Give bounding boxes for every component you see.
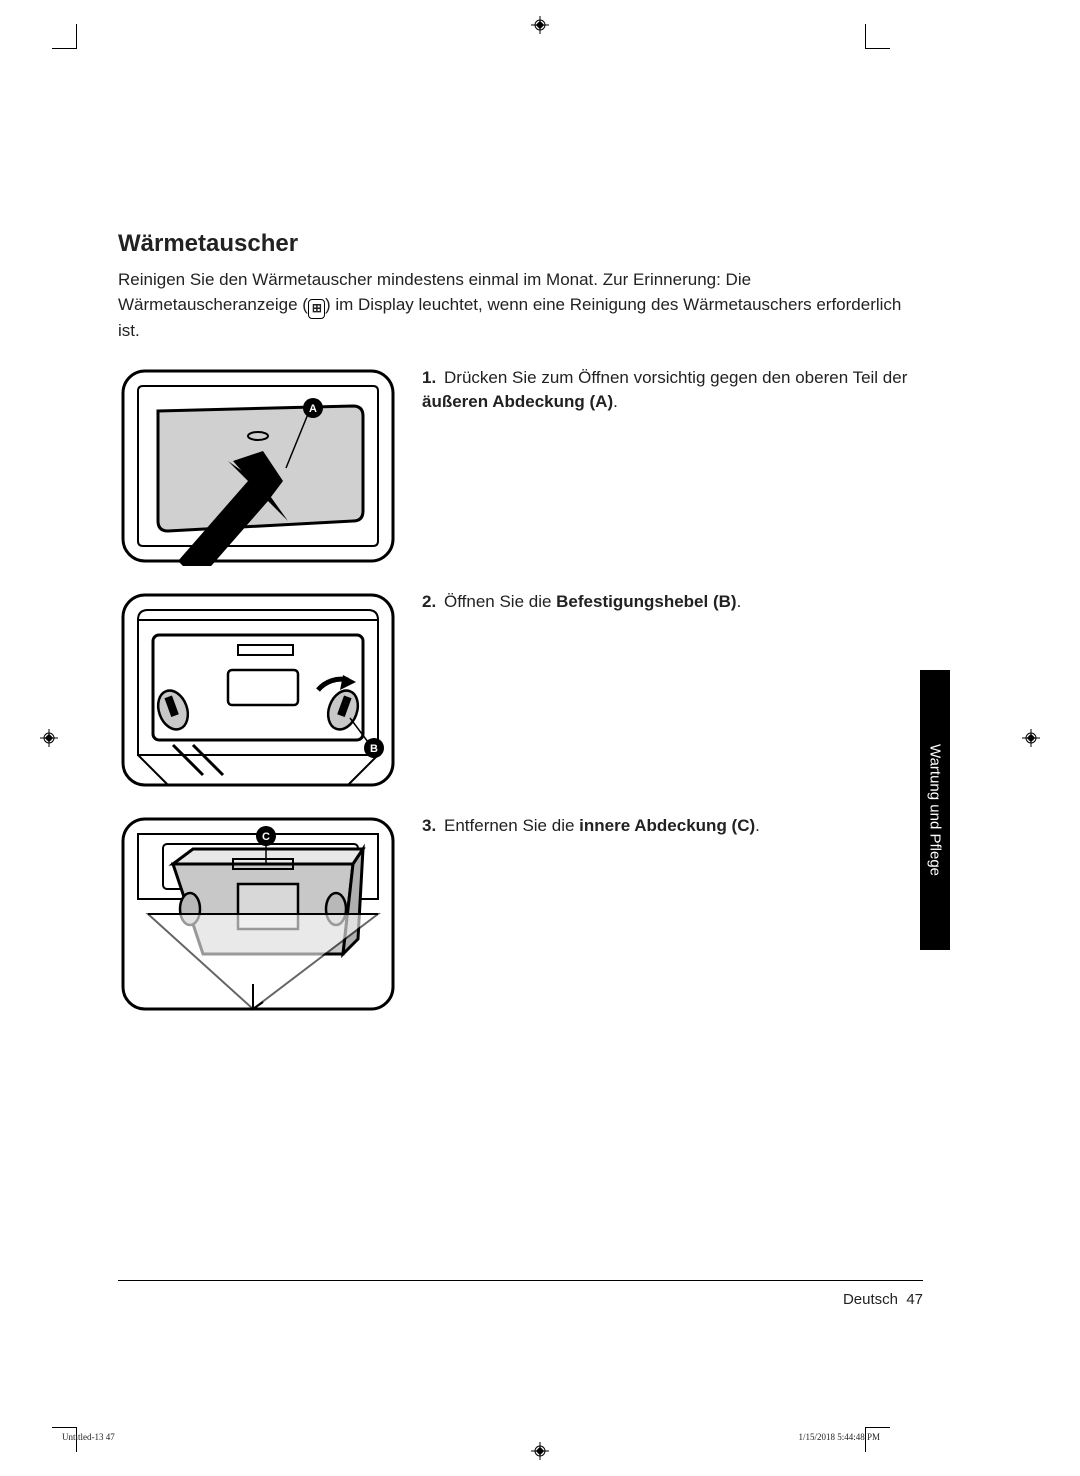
step-text: Entfernen Sie die — [444, 816, 579, 835]
footer-page-number: 47 — [906, 1291, 923, 1308]
svg-text:B: B — [370, 743, 378, 755]
section-heading: Wärmetauscher — [118, 230, 923, 258]
section-tab: Wartung und Pflege — [920, 670, 950, 950]
page-footer: Deutsch 47 — [118, 1280, 923, 1308]
figure-b: B — [118, 590, 398, 790]
svg-text:C: C — [262, 831, 270, 843]
step-bold: Befestigungshebel (B) — [556, 592, 736, 611]
crop-mark — [52, 24, 77, 49]
step-3: C 3.Entfernen Sie die innere Abdeckung (… — [118, 814, 923, 1014]
step-2: B 2.Öffnen Sie die Befestigungshebel (B)… — [118, 590, 923, 790]
registration-mark-icon — [40, 729, 58, 747]
step-text: Drücken Sie zum Öffnen vorsichtig gegen … — [444, 368, 907, 387]
registration-mark-icon — [1022, 729, 1040, 747]
step-number: 2. — [422, 590, 444, 615]
crop-mark — [865, 24, 890, 49]
figure-c: C — [118, 814, 398, 1014]
registration-mark-icon — [531, 16, 549, 34]
section-tab-label: Wartung und Pflege — [927, 744, 944, 876]
step-bold: äußeren Abdeckung (A) — [422, 392, 613, 411]
registration-mark-icon — [531, 1442, 549, 1460]
svg-text:A: A — [309, 403, 317, 415]
step-text-b: . — [613, 392, 618, 411]
indicator-icon: ⊞ — [308, 299, 325, 319]
print-job-id: Untitled-13 47 — [62, 1432, 115, 1442]
step-bold: innere Abdeckung (C) — [579, 816, 755, 835]
step-text-b: . — [755, 816, 760, 835]
footer-language: Deutsch — [843, 1291, 898, 1308]
step-1: A 1.Drücken Sie zum Öffnen vorsichtig ge… — [118, 366, 923, 566]
print-timestamp: 1/15/2018 5:44:48 PM — [798, 1432, 880, 1442]
figure-a: A — [118, 366, 398, 566]
step-text: Öffnen Sie die — [444, 592, 556, 611]
step-number: 1. — [422, 366, 444, 391]
step-text-b: . — [737, 592, 742, 611]
intro-text: Reinigen Sie den Wärmetauscher mindesten… — [118, 268, 923, 344]
step-number: 3. — [422, 814, 444, 839]
